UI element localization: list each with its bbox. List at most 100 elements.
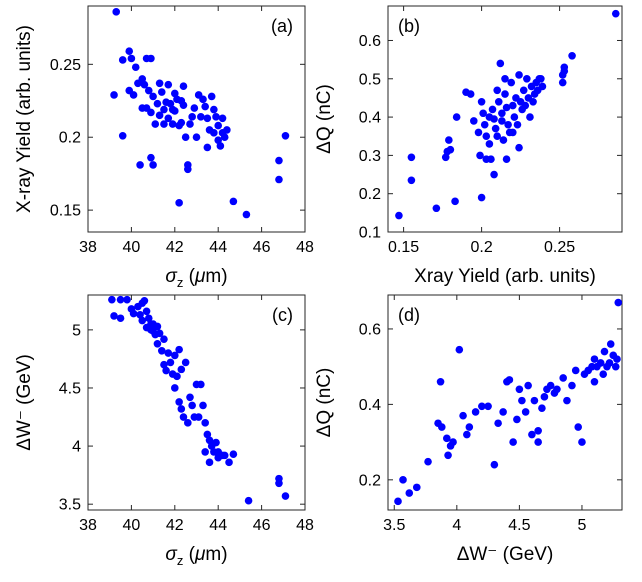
data-point [504,120,512,129]
data-point [184,419,192,427]
data-point [537,74,545,83]
data-point [590,377,599,386]
data-point [201,419,209,427]
data-point [164,114,173,123]
y-tick-label: 0.4 [359,397,381,414]
data-point [405,489,414,497]
data-point [487,155,495,164]
data-point [614,298,623,307]
x-axis-label-unit-rest: m) [205,544,227,565]
data-point [596,359,605,367]
y-tick-label: 0.6 [359,33,381,50]
data-point [494,419,502,428]
data-point [116,295,125,304]
data-point [138,316,147,325]
x-tick-label: 44 [209,239,227,256]
data-point [534,426,542,435]
data-point [501,90,509,98]
data-point [136,310,144,319]
x-axis-label-symbol: σ [165,544,178,565]
data-point [149,161,157,169]
data-point [125,47,134,55]
data-point [168,120,177,128]
data-point [223,126,231,134]
x-tick-label: 46 [253,239,271,256]
data-point [171,89,179,98]
data-point [108,295,116,304]
data-point [210,129,218,137]
data-point [399,476,407,484]
data-point [480,120,489,129]
data-point [138,75,147,83]
data-point [153,99,162,108]
x-tick-label: 42 [166,517,184,534]
data-point [164,349,173,357]
data-point [160,105,168,114]
x-tick-label: 0.2 [470,239,492,256]
data-point [478,402,486,411]
data-point [220,133,229,142]
data-point [242,210,251,219]
data-point [220,451,229,460]
data-point [560,67,569,75]
data-point [459,411,467,420]
x-axis-label-unit-rest: m) [205,266,227,287]
data-point [229,450,238,459]
x-tick-label: 42 [166,239,184,256]
axes-frame [87,5,306,233]
panel-label: (a) [271,16,293,36]
data-point [131,63,140,72]
data-point [151,120,160,128]
data-point [524,381,532,390]
data-point [188,401,196,410]
data-point [611,362,620,371]
y-tick-label: 5 [72,322,81,339]
data-point [432,204,441,213]
data-point [613,355,621,363]
data-point [443,434,451,443]
x-tick-label: 0.15 [388,239,419,256]
data-point [455,345,464,354]
data-point [521,101,530,110]
y-tick-label: 3.5 [59,497,81,514]
data-point [112,8,121,16]
data-point [166,99,175,108]
data-point [197,113,205,121]
data-point [140,297,149,305]
x-tick-label: 3.5 [383,517,405,534]
data-point [214,121,222,130]
data-point [118,56,127,64]
data-point [493,132,502,141]
data-point [505,376,514,384]
data-point [205,436,214,445]
data-point [164,80,173,89]
data-point [244,496,253,505]
data-point [444,451,452,460]
data-point [490,460,499,469]
x-tick-label: 40 [123,239,141,256]
data-point [212,438,220,447]
data-point [515,71,523,79]
data-point [540,393,549,401]
data-point [574,423,583,431]
data-point [407,153,416,162]
data-point [149,327,157,335]
data-point [449,438,457,446]
data-point [177,365,186,374]
data-point [538,404,546,412]
data-point [605,359,614,367]
data-point [477,97,486,106]
data-point [127,54,136,63]
data-point [129,309,138,318]
data-point [509,438,517,446]
data-point [553,385,561,394]
data-point [600,347,609,356]
data-point [147,153,155,162]
data-point [611,9,620,18]
data-point [110,312,118,320]
panel-label: (b) [398,16,420,36]
x-tick-label: 4.5 [508,517,530,534]
x-tick-label: 38 [79,517,97,534]
data-point [496,59,505,68]
y-tick-label: 0.2 [359,472,381,489]
